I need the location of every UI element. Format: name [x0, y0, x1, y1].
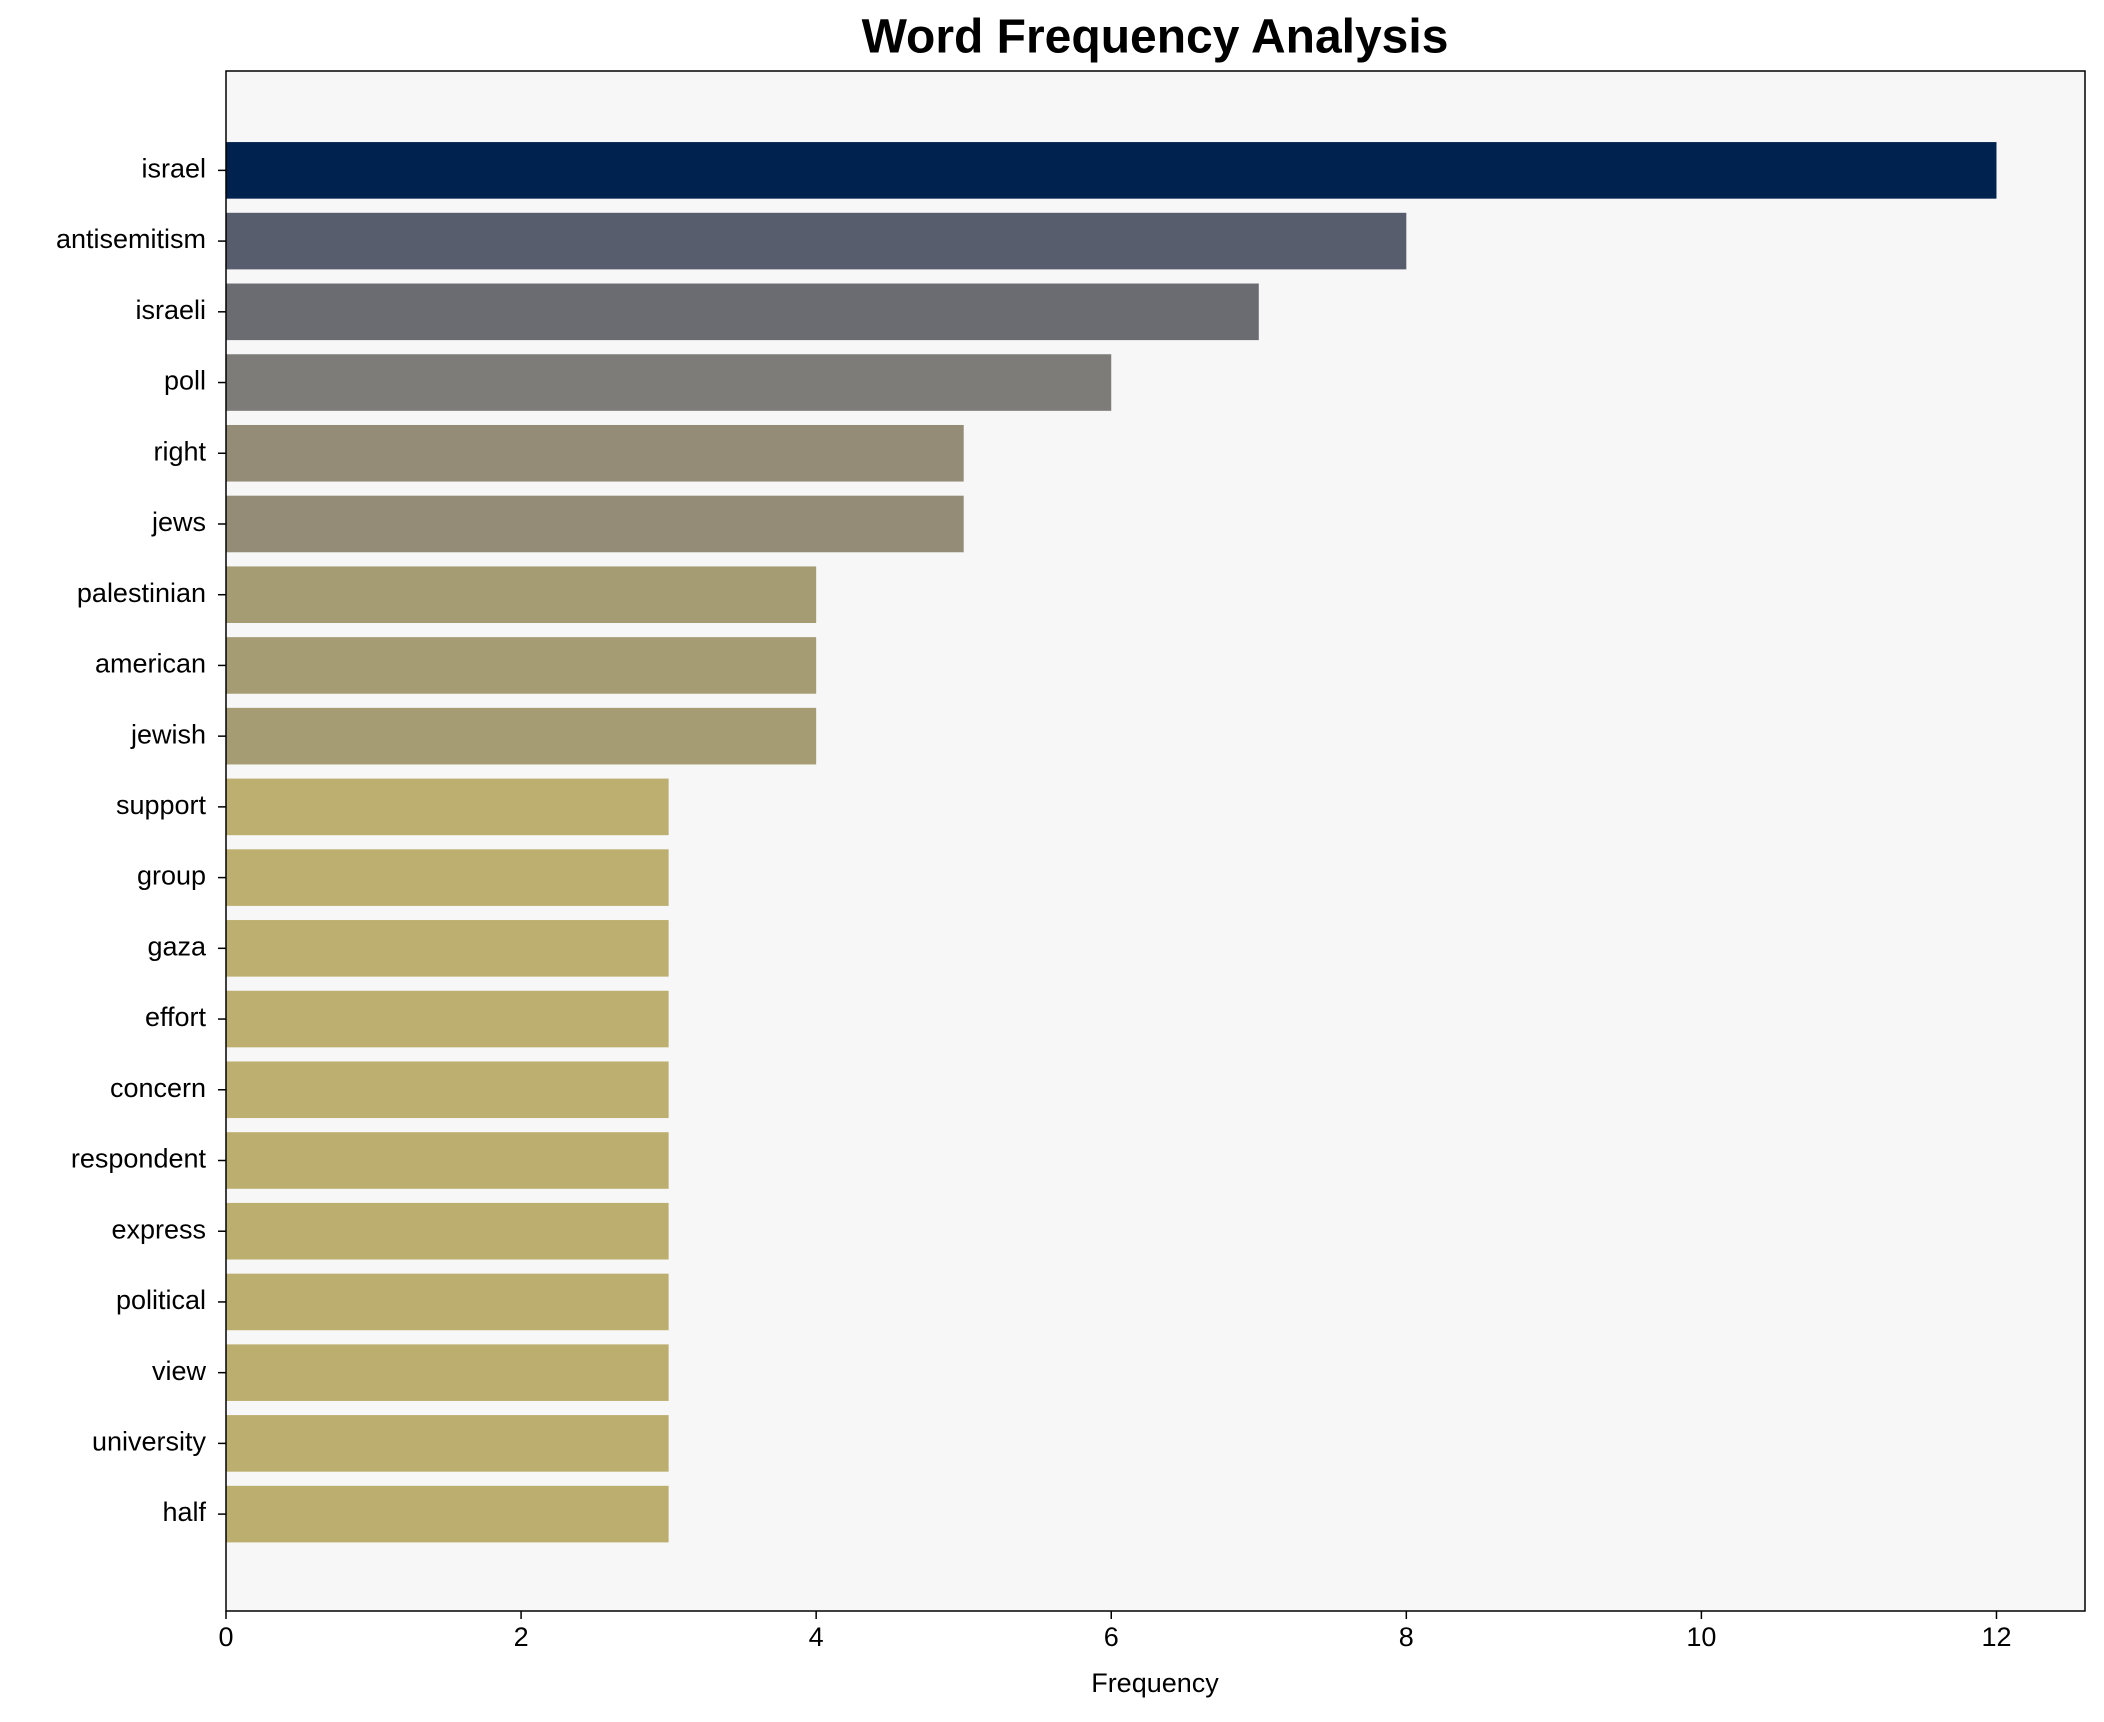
x-tick-label: 12	[1981, 1622, 2011, 1652]
bar	[226, 990, 669, 1048]
y-tick-label: jews	[151, 507, 206, 537]
bar	[226, 283, 1259, 341]
bar	[226, 1415, 669, 1472]
x-tick-label: 6	[1104, 1622, 1119, 1652]
bar	[226, 1202, 669, 1260]
bar	[226, 707, 817, 765]
y-tick-label: poll	[164, 366, 206, 396]
y-tick-label: half	[162, 1497, 206, 1527]
x-tick-label: 10	[1686, 1622, 1716, 1652]
bar	[226, 354, 1112, 411]
y-tick-label: group	[137, 861, 206, 891]
x-tick-label: 0	[218, 1622, 233, 1652]
y-tick-label: palestinian	[77, 578, 206, 608]
bar	[226, 778, 669, 836]
bar	[226, 849, 669, 906]
bar	[226, 495, 964, 553]
bar	[226, 142, 1997, 199]
bar	[226, 566, 817, 623]
y-tick-label: university	[92, 1427, 207, 1457]
bar	[226, 1485, 669, 1543]
x-tick-label: 4	[809, 1622, 824, 1652]
plot-frame	[225, 70, 2086, 1612]
x-axis-label: Frequency	[1091, 1668, 1219, 1698]
y-tick-label: antisemitism	[56, 224, 206, 254]
bar	[226, 424, 964, 482]
y-tick-label: respondent	[71, 1144, 207, 1174]
bar	[226, 1132, 669, 1189]
bar	[226, 920, 669, 977]
y-tick-label: israel	[141, 153, 206, 183]
y-tick-label: right	[153, 436, 206, 466]
y-tick-label: express	[111, 1214, 206, 1244]
bar	[226, 1344, 669, 1401]
x-tick-label: 8	[1399, 1622, 1414, 1652]
bar	[226, 1061, 669, 1119]
y-tick-label: political	[116, 1285, 206, 1315]
bar	[226, 212, 1407, 270]
y-tick-label: gaza	[147, 931, 207, 961]
y-tick-label: support	[116, 790, 207, 820]
y-tick-label: american	[95, 649, 206, 679]
chart-title: Word Frequency Analysis	[862, 11, 1449, 64]
bar	[226, 637, 817, 694]
y-tick-label: view	[152, 1356, 207, 1386]
y-tick-label: jewish	[130, 719, 206, 749]
y-tick-label: effort	[145, 1002, 207, 1032]
x-tick-label: 2	[514, 1622, 529, 1652]
bar	[226, 1273, 669, 1331]
y-tick-label: concern	[110, 1073, 206, 1103]
y-tick-label: israeli	[135, 295, 206, 325]
